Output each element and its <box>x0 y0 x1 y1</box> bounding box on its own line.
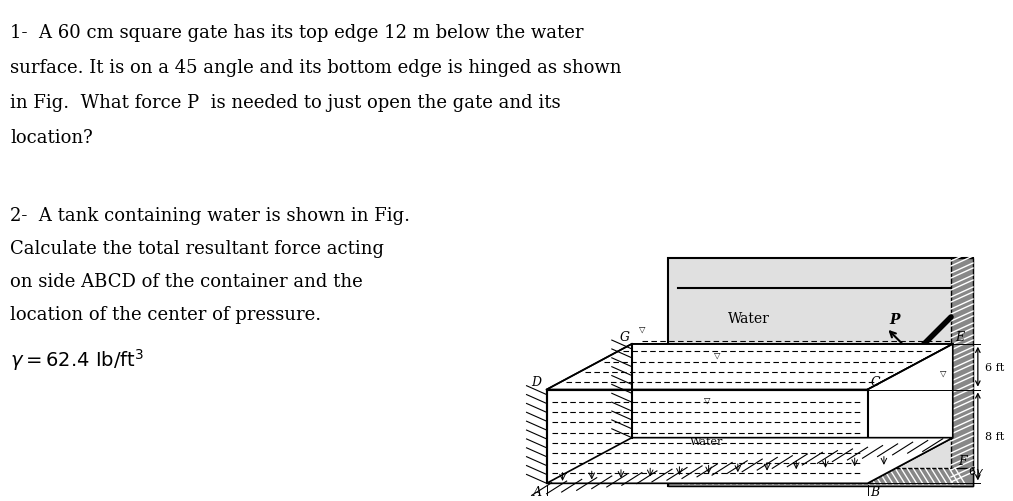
Text: 45°: 45° <box>808 450 828 460</box>
Polygon shape <box>547 390 867 483</box>
Text: Water: Water <box>691 436 723 446</box>
Polygon shape <box>547 438 953 483</box>
Text: 1-  A 60 cm square gate has its top edge 12 m below the water: 1- A 60 cm square gate has its top edge … <box>10 24 583 42</box>
Polygon shape <box>867 344 953 483</box>
Text: location of the center of pressure.: location of the center of pressure. <box>10 306 321 323</box>
Text: 8 ft: 8 ft <box>986 431 1005 441</box>
Text: D: D <box>532 375 542 388</box>
Text: Hinge: Hinge <box>725 427 764 440</box>
Text: $6\gamma$: $6\gamma$ <box>967 464 984 478</box>
Text: ▽: ▽ <box>714 350 720 359</box>
Text: $\gamma = 62.4\ \mathrm{Ib/ft^3}$: $\gamma = 62.4\ \mathrm{Ib/ft^3}$ <box>10 346 144 372</box>
Text: Calculate the total resultant force acting: Calculate the total resultant force acti… <box>10 239 384 258</box>
Polygon shape <box>547 344 953 390</box>
Bar <box>951 259 973 486</box>
Text: A: A <box>533 484 542 497</box>
Text: ▽: ▽ <box>704 395 710 404</box>
Text: P: P <box>889 312 900 326</box>
Text: 6 ft: 6 ft <box>986 362 1005 372</box>
Text: surface. It is on a 45 angle and its bottom edge is hinged as shown: surface. It is on a 45 angle and its bot… <box>10 59 622 77</box>
Bar <box>668 259 973 486</box>
Text: G: G <box>619 330 629 343</box>
Text: Water: Water <box>728 312 770 325</box>
Text: location?: location? <box>10 129 93 147</box>
Text: E: E <box>955 330 964 343</box>
Text: F: F <box>958 454 966 467</box>
Text: ▽: ▽ <box>638 325 645 334</box>
Text: on side ABCD of the container and the: on side ABCD of the container and the <box>10 273 363 291</box>
Bar <box>668 468 973 486</box>
Text: ▽: ▽ <box>939 368 946 377</box>
Text: in Fig.  What force P  is needed to just open the gate and its: in Fig. What force P is needed to just o… <box>10 94 560 112</box>
Text: C: C <box>870 375 879 388</box>
Text: 2-  A tank containing water is shown in Fig.: 2- A tank containing water is shown in F… <box>10 206 410 224</box>
Text: B: B <box>870 484 879 497</box>
